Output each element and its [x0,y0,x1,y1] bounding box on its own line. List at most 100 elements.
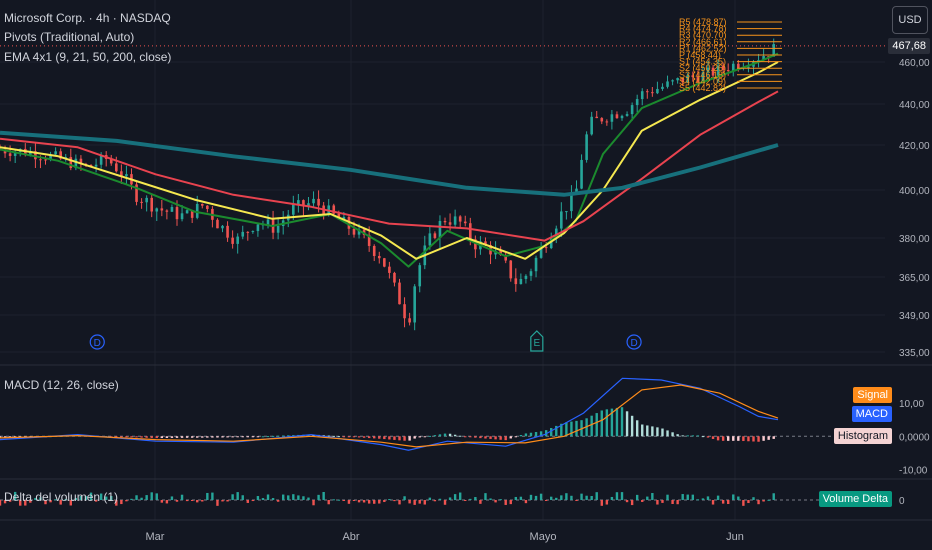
time-axis-label: Abr [342,531,359,543]
histogram-bar [231,436,234,438]
volume-delta-bar [737,496,740,500]
histogram-bar [666,430,669,437]
volume-delta-bar [509,500,512,505]
histogram-bar [716,436,720,441]
candle-body [383,258,386,267]
volume-delta-bar [24,500,27,506]
candle-body [762,56,765,61]
time-axis-label: Mar [146,531,165,543]
pivot-label: R3 (470.70) [679,30,727,40]
volume-delta-bar [13,491,17,500]
candle-body [701,72,705,83]
volume-delta-bar [292,494,295,500]
volume-delta-bar [595,492,598,500]
volume-delta-bar [180,494,184,500]
volume-delta-bar [600,500,603,506]
candle-body [140,201,143,203]
volume-delta-bar [49,500,52,503]
macd-histogram [0,407,775,442]
candle-body [696,77,700,83]
histogram-bar [706,436,710,438]
histogram-bar [484,436,487,439]
price-axis-label: 440,00 [899,100,930,111]
volume-delta-bar [534,495,538,500]
volume-delta-legend[interactable]: Delta del volumen (1) [4,490,119,504]
volume-delta-bar [3,500,7,504]
candle-body [433,233,437,238]
volume-delta-bar [514,496,518,500]
volume-delta-bar [201,500,204,502]
volume-delta-bar [110,496,113,500]
histogram-bar [413,436,416,439]
volume-delta-bar [560,495,563,500]
histogram-bar [241,436,244,438]
volume-delta-bar [428,497,432,500]
candle-body [706,67,710,73]
pivots-legend[interactable]: Pivots (Traditional, Auto) [4,30,135,44]
price-axis-label: 460,00 [899,58,930,69]
candle-body [484,241,487,246]
histogram-bar [0,436,2,439]
candle-body [519,278,523,285]
histogram-bar [322,435,325,437]
candle-body [711,67,715,76]
volume-delta-bar [539,493,543,500]
histogram-bar [175,436,179,438]
candle-body [625,114,629,116]
currency-button[interactable]: USD [892,6,928,34]
volume-delta-bar [635,494,639,500]
histogram-bar [408,436,411,441]
candle-body [645,91,649,93]
ema-legend[interactable]: EMA 4x1 (9, 21, 50, 200, close) [4,50,172,64]
volume-delta-bar [646,496,649,500]
histogram-bar [135,436,138,438]
volume-delta-bar [332,499,335,501]
candle-body [206,205,209,209]
pivot-label: S1 (454.35) [679,57,726,67]
histogram-bar [185,436,189,438]
candle-body [681,78,684,83]
volume-delta-bar [287,495,290,500]
volume-delta-bar [135,495,138,500]
volume-delta-bar [34,497,37,500]
candle-body [44,159,47,161]
candle-body [620,115,624,119]
histogram-bar [691,435,695,437]
macd-tag: MACD [851,406,892,422]
volume-delta-bar [529,494,533,500]
candle-body [524,275,528,279]
volume-delta-bar [246,500,249,503]
last-price-label: 467,68 [888,38,930,54]
histogram-bar [443,433,447,437]
volume-delta-bar [125,500,128,502]
volume-delta-bar [666,494,669,500]
histogram-bar [256,436,260,438]
price-axis-label: 400,00 [899,186,930,197]
volume-delta-bar [464,500,467,501]
histogram-bar [246,436,249,438]
histogram-bar [160,436,164,439]
candle-body [388,266,391,273]
histogram-bar [499,436,502,440]
macd-axis-label: -10,00 [899,465,928,476]
volume-delta-bar [393,500,396,502]
histogram-bar [226,436,229,438]
histogram-bar [352,436,356,438]
volume-delta-bar [711,500,715,505]
price-axis-label: 420,00 [899,141,930,152]
histogram-bar [120,436,123,438]
macd-legend[interactable]: MACD (12, 26, close) [4,378,119,392]
volume-delta-bar [104,496,108,500]
histogram-bar [464,436,467,438]
histogram-bar [656,427,659,437]
candle-body [544,247,548,249]
candle-body [297,200,300,205]
volume-delta-bar [59,500,62,505]
volume-delta-bar [130,498,133,500]
histogram-bar [201,436,204,438]
candle-body [474,239,477,250]
volume-delta-bar [357,500,361,503]
candle-body [34,151,37,160]
volume-delta-bar [610,496,614,500]
